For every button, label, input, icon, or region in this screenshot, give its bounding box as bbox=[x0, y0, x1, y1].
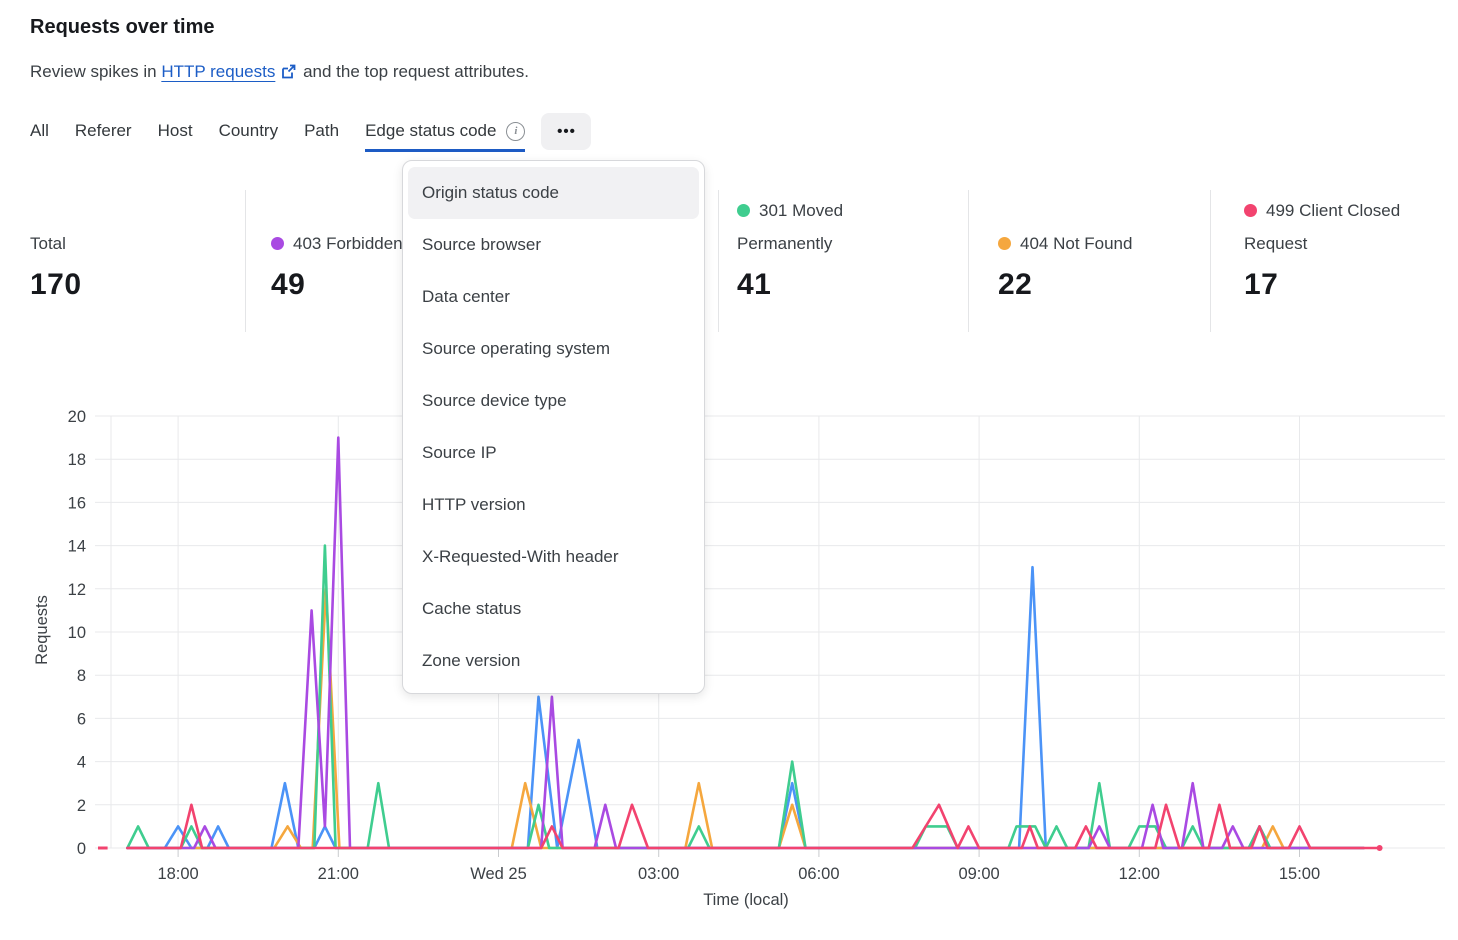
stat-value: 17 bbox=[1244, 268, 1279, 301]
stat-label: 403 Forbidden bbox=[293, 234, 403, 253]
tab-edge-status-code[interactable]: Edge status code i bbox=[365, 121, 526, 152]
legend-dot-301 bbox=[737, 204, 750, 217]
stat-value: 41 bbox=[737, 268, 772, 301]
stat-label: Total bbox=[30, 234, 66, 253]
svg-text:14: 14 bbox=[68, 538, 86, 556]
stat-total: Total 170 bbox=[30, 192, 82, 302]
menu-item-data-center[interactable]: Data center bbox=[422, 287, 510, 306]
stat-divider bbox=[1210, 190, 1211, 332]
svg-text:12: 12 bbox=[68, 581, 86, 599]
svg-text:Requests: Requests bbox=[33, 595, 51, 665]
svg-text:6: 6 bbox=[77, 710, 86, 728]
menu-item-source-device-type[interactable]: Source device type bbox=[422, 391, 567, 410]
attribute-tabs: All Referer Host Country Path Edge statu… bbox=[30, 113, 592, 152]
svg-text:Wed 25: Wed 25 bbox=[470, 865, 527, 883]
svg-text:09:00: 09:00 bbox=[958, 865, 999, 883]
tab-all[interactable]: All bbox=[30, 121, 49, 140]
stat-499-client-closed-request: 499 Client Closed Request 17 bbox=[1244, 192, 1409, 302]
svg-text:8: 8 bbox=[77, 667, 86, 685]
stat-divider bbox=[245, 190, 246, 332]
svg-text:4: 4 bbox=[77, 754, 86, 772]
svg-text:03:00: 03:00 bbox=[638, 865, 679, 883]
svg-text:0: 0 bbox=[77, 840, 86, 858]
tab-country[interactable]: Country bbox=[218, 121, 279, 140]
stat-value: 49 bbox=[271, 268, 306, 301]
stat-value: 22 bbox=[998, 268, 1033, 301]
menu-item-http-version[interactable]: HTTP version bbox=[422, 495, 526, 514]
svg-text:12:00: 12:00 bbox=[1119, 865, 1160, 883]
info-icon[interactable]: i bbox=[506, 121, 526, 141]
svg-text:06:00: 06:00 bbox=[798, 865, 839, 883]
stat-403-forbidden: 403 Forbidden 49 bbox=[271, 192, 471, 302]
page-title: Requests over time bbox=[30, 16, 215, 38]
attribute-dropdown-menu: Origin status code Source browser Data c… bbox=[402, 160, 705, 694]
menu-item-zone-version[interactable]: Zone version bbox=[422, 651, 521, 670]
more-tabs-button[interactable]: ••• bbox=[541, 113, 592, 150]
tab-referer[interactable]: Referer bbox=[74, 121, 132, 140]
svg-text:15:00: 15:00 bbox=[1279, 865, 1320, 883]
stat-divider bbox=[718, 190, 719, 332]
svg-text:16: 16 bbox=[68, 494, 86, 512]
chart-series bbox=[98, 436, 1383, 851]
menu-item-x-requested-with-header[interactable]: X-Requested-With header bbox=[422, 547, 619, 566]
stat-301-moved-permanently: 301 Moved Permanently 41 bbox=[737, 192, 872, 302]
stat-label: 499 Client Closed Request bbox=[1244, 201, 1401, 253]
legend-dot-404 bbox=[998, 237, 1011, 250]
svg-text:2: 2 bbox=[77, 797, 86, 815]
svg-text:21:00: 21:00 bbox=[318, 865, 359, 883]
page-subtitle: Review spikes in HTTP requests and the t… bbox=[30, 62, 529, 84]
menu-item-cache-status[interactable]: Cache status bbox=[422, 599, 522, 618]
legend-dot-499 bbox=[1244, 204, 1257, 217]
stat-404-not-found: 404 Not Found 22 bbox=[998, 192, 1198, 302]
menu-item-origin-status-code[interactable]: Origin status code bbox=[408, 167, 699, 219]
svg-text:10: 10 bbox=[68, 624, 86, 642]
menu-item-source-ip[interactable]: Source IP bbox=[422, 443, 497, 462]
menu-item-source-operating-system[interactable]: Source operating system bbox=[422, 339, 611, 358]
tab-path[interactable]: Path bbox=[304, 121, 340, 140]
stat-label: 404 Not Found bbox=[1020, 234, 1133, 253]
legend-dot-403 bbox=[271, 237, 284, 250]
svg-text:18: 18 bbox=[68, 451, 86, 469]
chart-axes: 18:00 21:00 Wed 25 03:00 06:00 09:00 12:00 15:0… bbox=[33, 408, 1320, 909]
stat-label: 301 Moved Permanently bbox=[737, 201, 844, 253]
stat-value: 170 bbox=[30, 268, 82, 301]
svg-text:20: 20 bbox=[68, 408, 86, 426]
chart-grid bbox=[95, 415, 1445, 849]
tab-host[interactable]: Host bbox=[157, 121, 193, 140]
external-link-icon bbox=[281, 64, 296, 84]
menu-item-source-browser[interactable]: Source browser bbox=[422, 235, 542, 254]
svg-text:Time (local): Time (local) bbox=[703, 891, 789, 909]
http-requests-link[interactable]: HTTP requests bbox=[161, 62, 276, 81]
stat-divider bbox=[968, 190, 969, 332]
svg-text:18:00: 18:00 bbox=[157, 865, 198, 883]
